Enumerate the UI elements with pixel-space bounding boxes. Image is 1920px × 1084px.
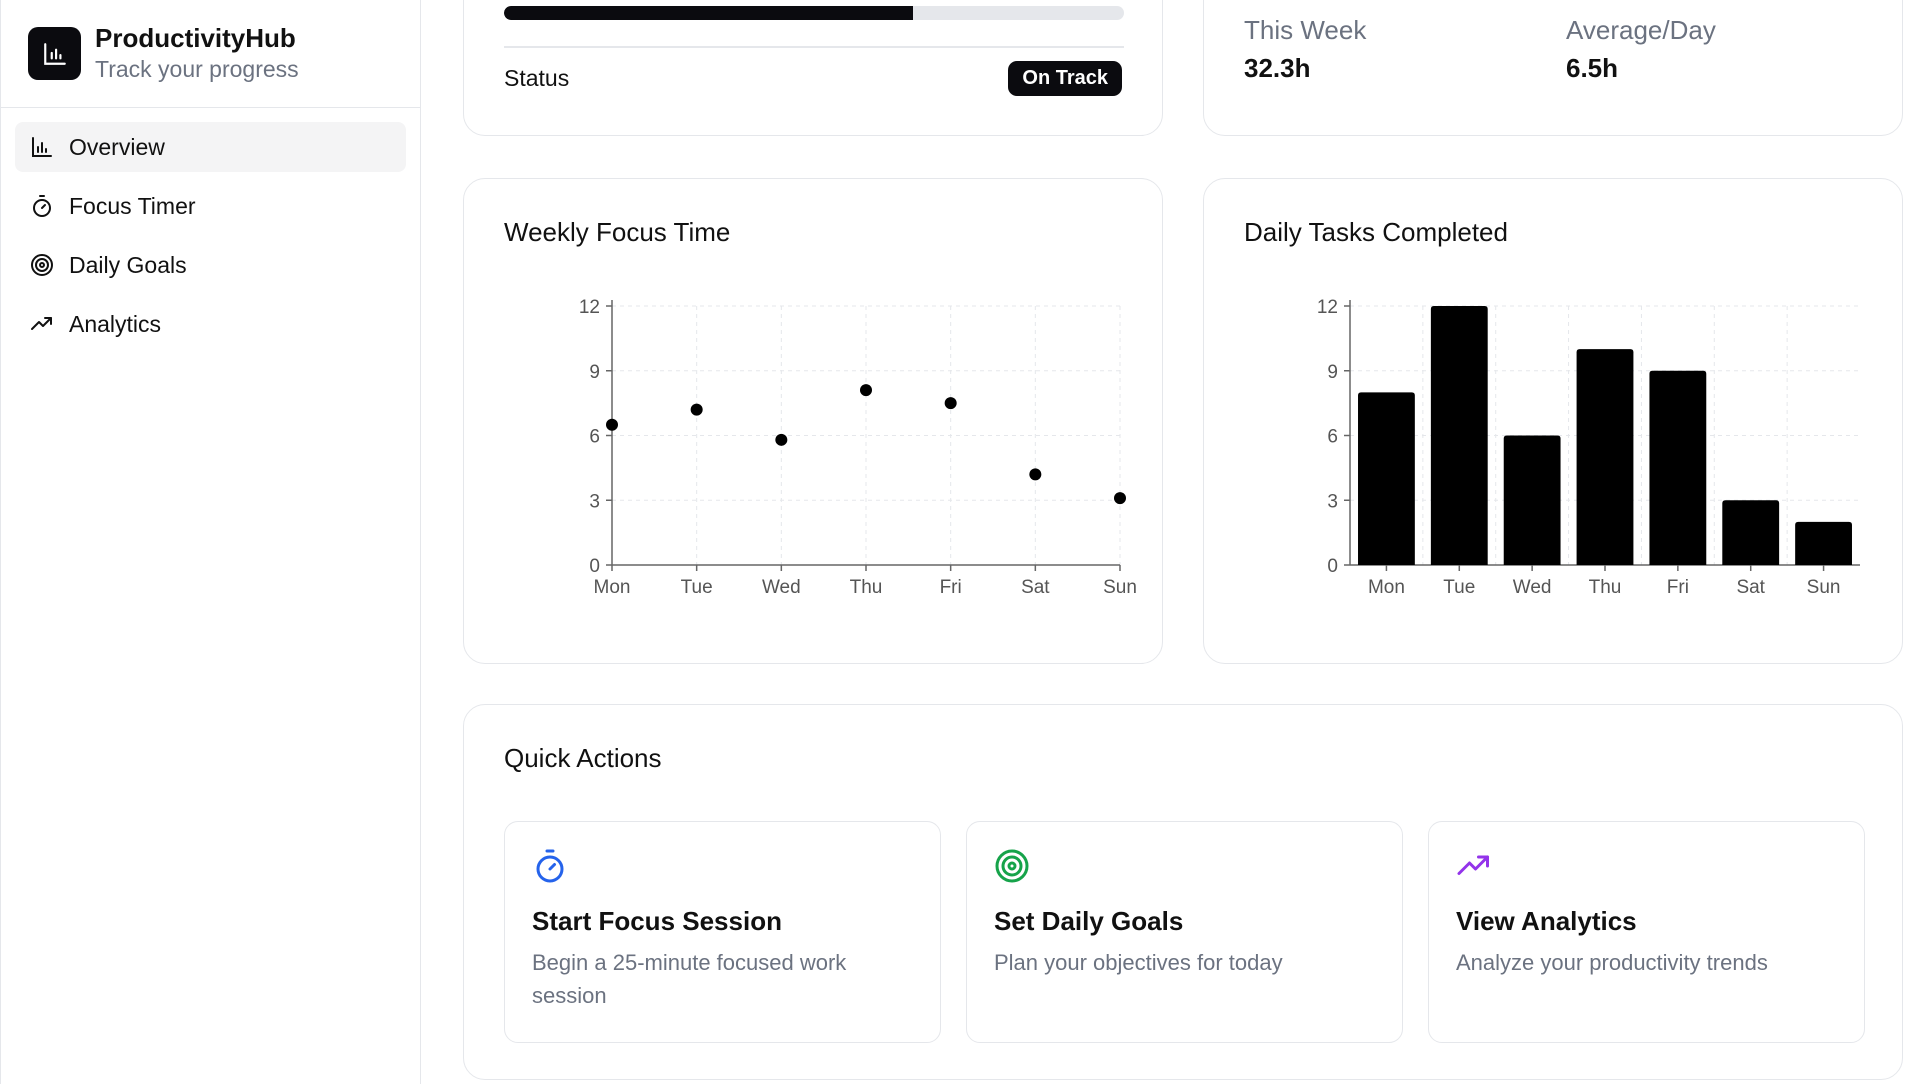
x-tick-label: Mon — [594, 577, 631, 598]
y-tick-label: 6 — [1327, 427, 1338, 448]
weekly-focus-time-card: Weekly Focus Time 0 3 6 9 12 Mon Tue Wed Thu Fri S… — [463, 178, 1163, 664]
stats-card: This Week 32.3h Average/Day 6.5h — [1203, 0, 1903, 136]
y-tick-label: 3 — [589, 491, 600, 512]
x-tick-label: Fri — [940, 577, 962, 598]
progress-bar-fill — [504, 6, 914, 20]
quick-action-title: Start Focus Session — [532, 906, 782, 936]
y-tick-label: 6 — [589, 427, 600, 448]
divider — [504, 46, 1124, 48]
x-tick-label: Thu — [850, 577, 883, 598]
view-analytics-button[interactable]: View Analytics Analyze your productivity… — [1428, 821, 1865, 1043]
x-tick-label: Sun — [1807, 577, 1841, 598]
quick-action-description: Begin a 25-minute focused work session — [532, 950, 847, 1008]
brand-header: ProductivityHub Track your progress — [1, 0, 420, 108]
target-icon — [994, 848, 1030, 884]
x-tick-label: Wed — [1513, 577, 1552, 598]
quick-actions-card: Quick Actions Start Focus Session Begin … — [463, 704, 1903, 1080]
sidebar-item-label: Focus Timer — [69, 192, 196, 219]
x-tick-label: Wed — [762, 577, 801, 598]
sidebar: ProductivityHub Track your progress Over… — [0, 0, 421, 1084]
bar-chart-icon — [29, 134, 55, 160]
sidebar-item-label: Daily Goals — [69, 251, 187, 278]
progress-card: Status On Track — [463, 0, 1163, 136]
x-tick-label: Sat — [1021, 577, 1050, 598]
sidebar-item-analytics[interactable]: Analytics — [15, 299, 406, 349]
app-subtitle: Track your progress — [95, 55, 299, 82]
y-tick-label: 12 — [1317, 297, 1338, 318]
bar — [1430, 306, 1488, 565]
sidebar-item-overview[interactable]: Overview — [15, 122, 406, 172]
app-title: ProductivityHub — [95, 22, 296, 53]
status-badge: On Track — [1008, 61, 1122, 96]
set-daily-goals-button[interactable]: Set Daily Goals Plan your objectives for… — [966, 821, 1403, 1043]
x-tick-label: Tue — [1443, 577, 1475, 598]
data-point — [860, 384, 872, 397]
y-tick-label: 0 — [1327, 556, 1338, 577]
daily-tasks-completed-card: Daily Tasks Completed 0 3 6 9 12 Mon Tue Wed Thu… — [1203, 178, 1903, 664]
y-tick-label: 3 — [1327, 491, 1338, 512]
quick-action-description: Analyze your productivity trends — [1456, 950, 1768, 975]
bar — [1649, 370, 1707, 565]
bar — [1722, 500, 1780, 565]
x-tick-label: Tue — [681, 577, 713, 598]
x-tick-label: Fri — [1667, 577, 1689, 598]
average-day-label: Average/Day — [1566, 15, 1716, 45]
data-point — [1029, 468, 1042, 481]
sidebar-item-label: Overview — [69, 133, 165, 160]
timer-icon — [29, 193, 55, 219]
x-tick-label: Sat — [1736, 577, 1765, 598]
weekly-focus-time-chart: 0 3 6 9 12 Mon Tue Wed Thu Fri Sat Sun — [579, 297, 1137, 598]
quick-action-title: View Analytics — [1456, 906, 1637, 936]
trending-up-icon — [29, 311, 55, 337]
data-point — [944, 397, 957, 410]
timer-icon — [532, 848, 568, 884]
start-focus-session-button[interactable]: Start Focus Session Begin a 25-minute fo… — [504, 821, 941, 1043]
quick-action-description: Plan your objectives for today — [994, 950, 1283, 975]
chart-title: Daily Tasks Completed — [1244, 217, 1508, 247]
this-week-value: 32.3h — [1244, 53, 1311, 83]
bar — [1503, 435, 1561, 565]
y-tick-label: 0 — [589, 556, 600, 577]
bar — [1795, 521, 1852, 565]
x-tick-label: Thu — [1589, 577, 1622, 598]
y-tick-label: 9 — [1327, 362, 1338, 383]
data-point — [606, 418, 618, 431]
y-tick-label: 9 — [589, 362, 600, 383]
x-tick-label: Sun — [1103, 577, 1137, 598]
progress-bar — [504, 6, 1124, 20]
quick-action-title: Set Daily Goals — [994, 906, 1184, 936]
x-tick-label: Mon — [1368, 577, 1405, 598]
sidebar-item-label: Analytics — [69, 310, 162, 337]
app-logo-icon — [28, 27, 81, 80]
sidebar-item-focus-timer[interactable]: Focus Timer — [15, 181, 406, 231]
daily-tasks-completed-chart: 0 3 6 9 12 Mon Tue Wed Thu Fri Sat Sun — [1317, 297, 1860, 598]
chart-title: Weekly Focus Time — [504, 217, 731, 247]
data-point — [690, 403, 703, 416]
sidebar-nav: Overview Focus Timer Daily Goals Analyti… — [1, 108, 420, 372]
target-icon — [29, 252, 55, 278]
quick-actions-title: Quick Actions — [504, 743, 662, 773]
average-day-value: 6.5h — [1566, 53, 1619, 83]
y-tick-label: 12 — [579, 297, 600, 318]
sidebar-item-daily-goals[interactable]: Daily Goals — [15, 240, 406, 290]
trending-up-icon — [1456, 848, 1492, 884]
data-point — [1114, 492, 1126, 505]
data-point — [775, 433, 788, 446]
status-label: Status — [504, 65, 570, 91]
bar — [1576, 349, 1634, 565]
this-week-label: This Week — [1244, 15, 1367, 45]
bar — [1358, 392, 1415, 565]
